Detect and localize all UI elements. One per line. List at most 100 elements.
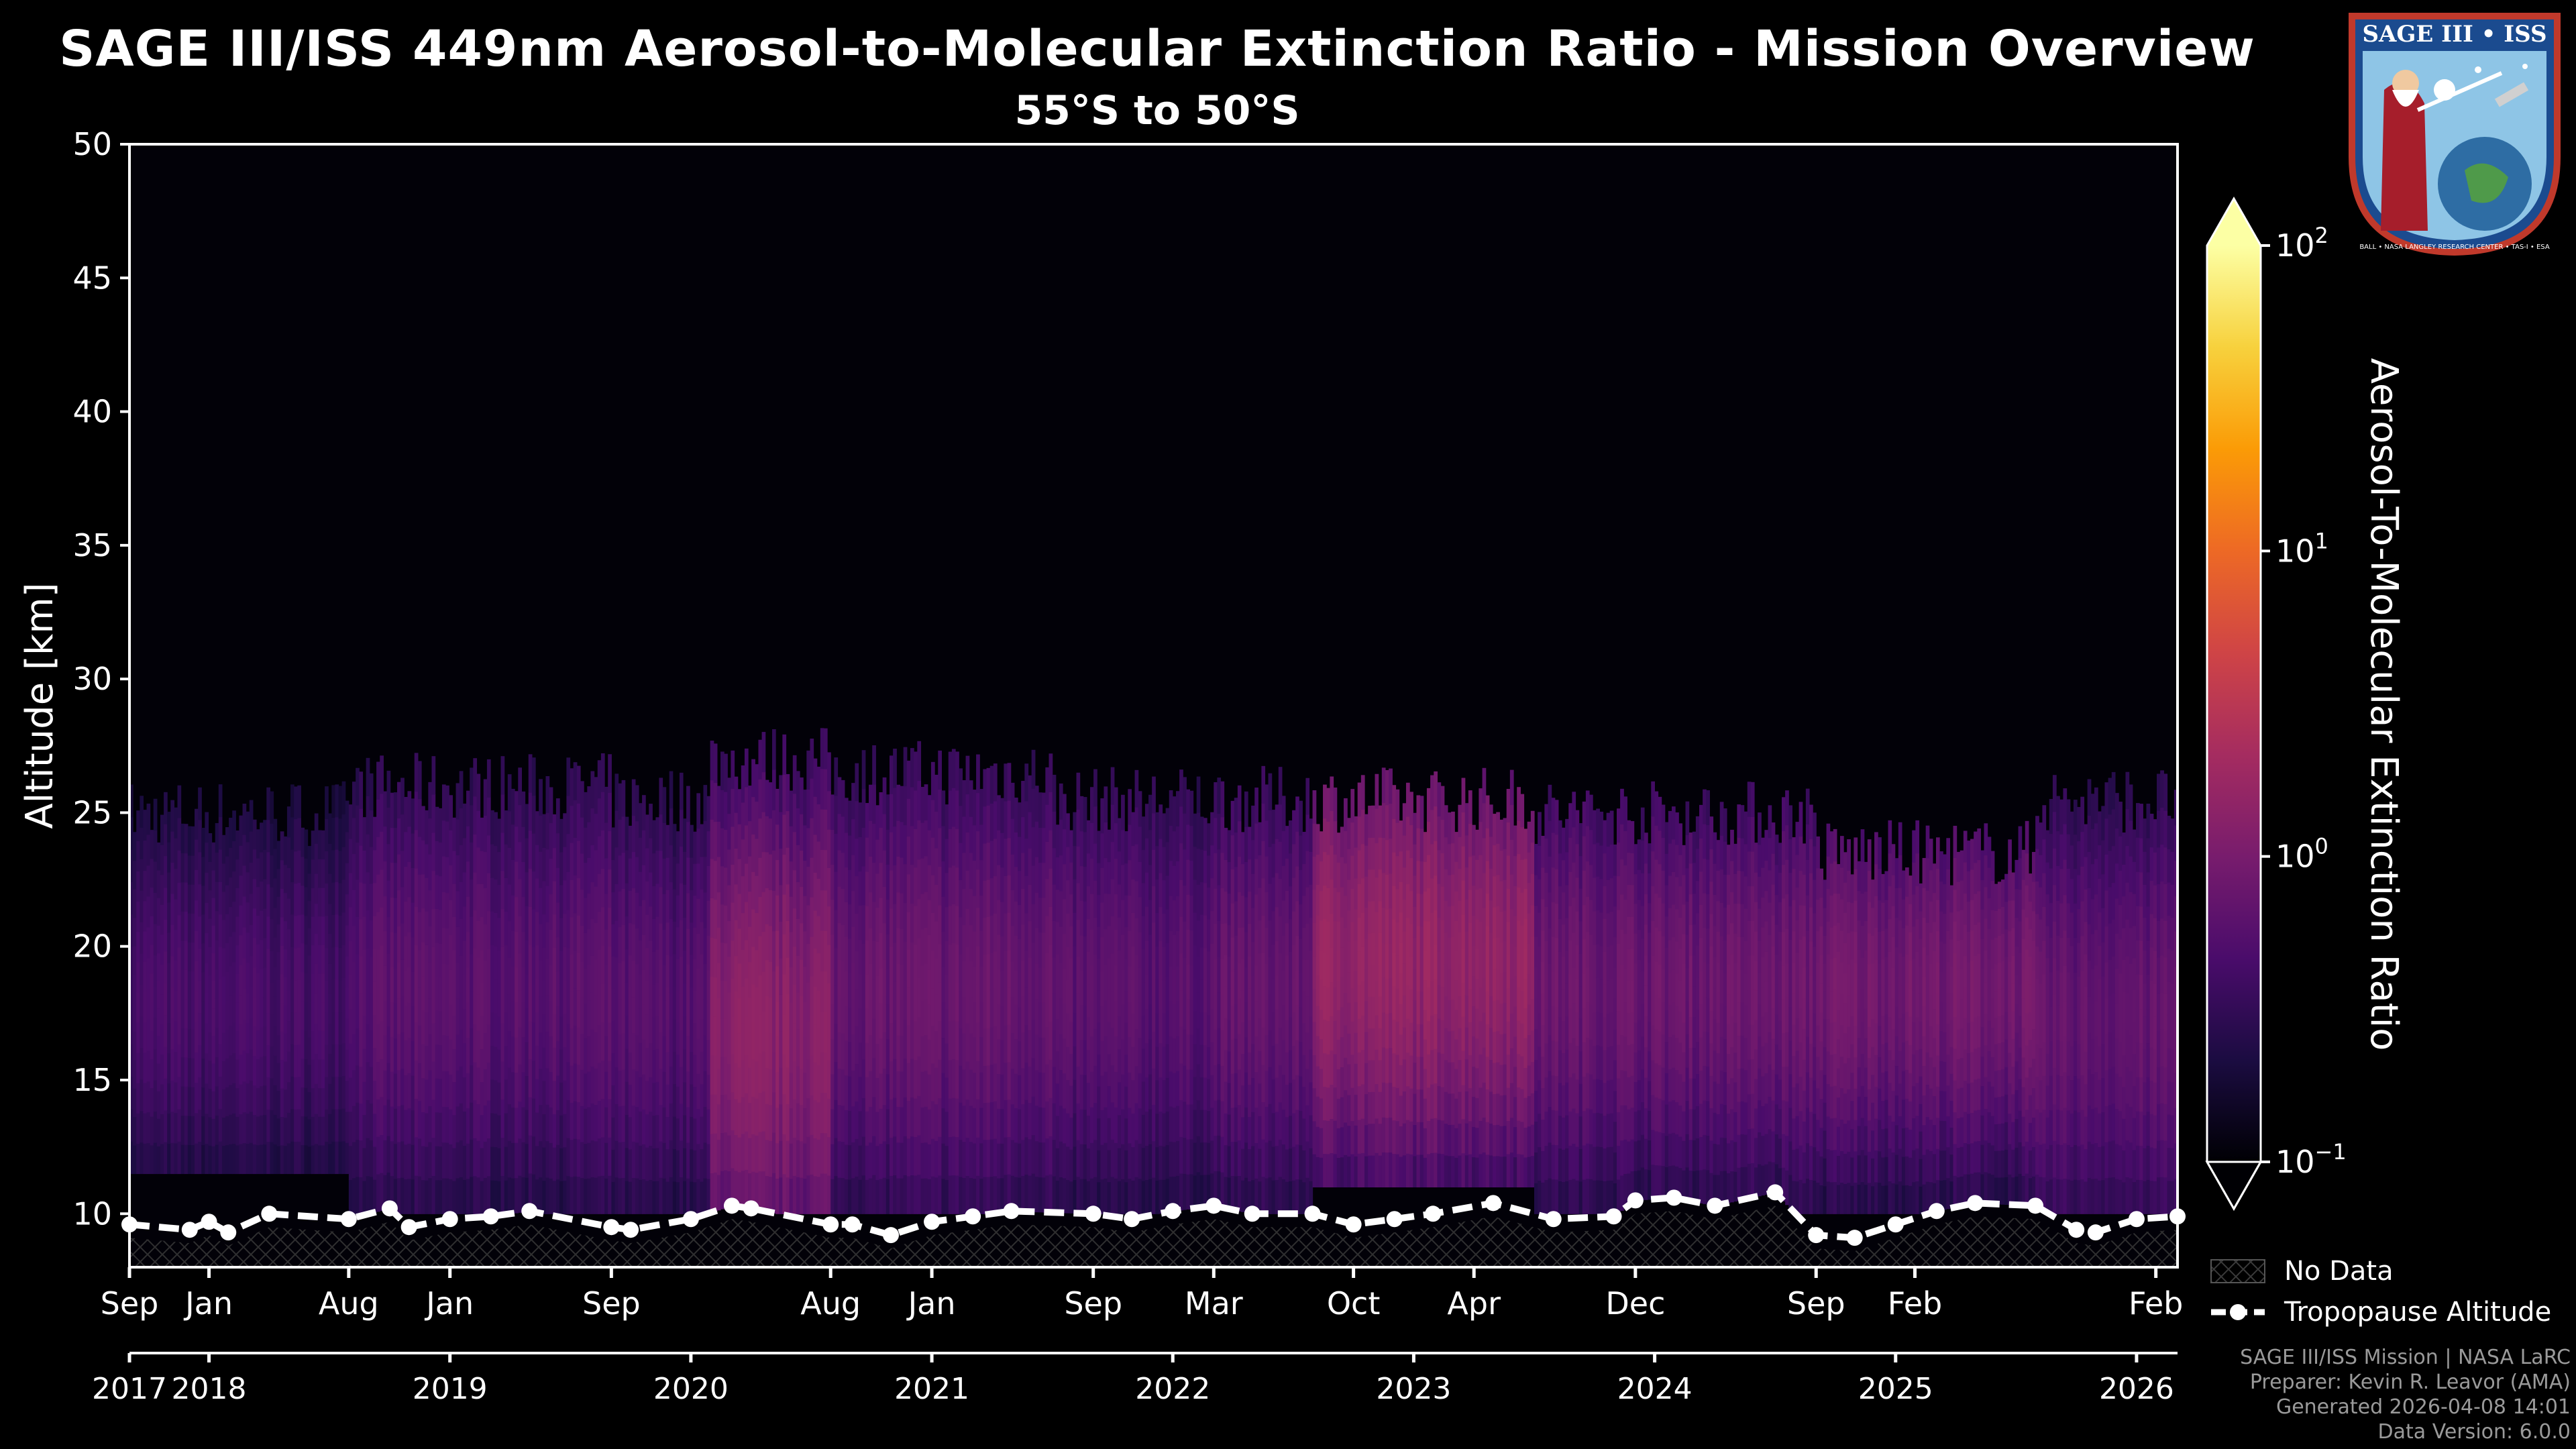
aerosol-layer <box>2035 770 2178 1214</box>
y-tick-label: 50 <box>72 126 112 162</box>
aerosol-layer <box>1816 820 2036 1214</box>
colorbar-tick-label: 10−1 <box>2275 1139 2347 1180</box>
month-tick-label: Dec <box>1605 1285 1665 1322</box>
year-tick-label: 2023 <box>1376 1372 1451 1406</box>
month-tick-label: Feb <box>1888 1285 1942 1322</box>
month-tick-label: Oct <box>1327 1285 1381 1322</box>
tropopause-point <box>181 1222 198 1238</box>
aerosol-layer <box>1534 781 1817 1214</box>
year-tick-label: 2025 <box>1858 1372 1933 1406</box>
colorbar-label: Aerosol-To-Molecular Extinction Ratio <box>2362 358 2406 1051</box>
colorbar-tick-label: 101 <box>2275 528 2328 569</box>
colorbar-extend-min <box>2205 1161 2263 1212</box>
tropopause-point <box>2068 1222 2085 1238</box>
month-tick-label: Sep <box>101 1285 159 1322</box>
tropopause-point <box>1808 1227 1825 1244</box>
tropopause-point <box>2128 1211 2145 1228</box>
tropopause-point <box>381 1200 398 1217</box>
month-tick-label: Sep <box>1064 1285 1122 1322</box>
colorbar-tick-label: 100 <box>2275 834 2328 875</box>
colorbar: 102 101 100 10−1 Aerosol-To-Molecular Extinc… <box>2205 196 2406 1212</box>
footer-generated: Generated 2026-04-08 14:01 <box>2275 1395 2571 1419</box>
tropopause-point <box>965 1208 981 1225</box>
tropopause-point <box>1666 1189 1682 1206</box>
month-tick-label: Aug <box>800 1285 861 1322</box>
legend-tropopause-marker <box>2230 1304 2246 1320</box>
month-tick-label: Sep <box>1787 1285 1845 1322</box>
year-tick-label: 2021 <box>894 1372 969 1406</box>
legend-no-data-label: No Data <box>2284 1256 2394 1287</box>
year-tick-label: 2017 <box>92 1372 167 1406</box>
tropopause-point <box>924 1214 941 1230</box>
tropopause-point <box>822 1216 839 1233</box>
aerosol-layer <box>348 753 612 1214</box>
plot-frame <box>128 143 2179 1269</box>
footer-preparer: Preparer: Kevin R. Leavor (AMA) <box>2249 1371 2571 1394</box>
month-tick-label: Apr <box>1447 1285 1501 1322</box>
tropopause-point <box>521 1203 538 1220</box>
chart-title: SAGE III/ISS 449nm Aerosol-to-Molecular … <box>59 20 2255 78</box>
tropopause-point <box>1345 1216 1362 1233</box>
legend-no-data-swatch <box>2210 1259 2265 1283</box>
tropopause-point <box>623 1222 639 1238</box>
tropopause-point <box>1003 1203 1020 1220</box>
tropopause-point <box>201 1214 217 1230</box>
tropopause-point <box>1425 1205 1442 1222</box>
footer-version: Data Version: 6.0.0 <box>2377 1420 2571 1444</box>
logo-ring-text: BALL • NASA LANGLEY RESEARCH CENTER • TA… <box>2359 244 2550 251</box>
tropopause-point <box>482 1208 499 1225</box>
tropopause-point <box>1627 1192 1644 1209</box>
y-tick-label: 15 <box>72 1062 112 1098</box>
tropopause-point <box>1767 1184 1784 1201</box>
month-tick-label: Jan <box>424 1285 474 1322</box>
aerosol-layer <box>129 781 350 1175</box>
month-tick-label: Jan <box>906 1285 956 1322</box>
tropopause-point <box>1967 1195 1984 1212</box>
tropopause-point <box>1887 1216 1904 1233</box>
month-tick-label: Mar <box>1185 1285 1243 1322</box>
tropopause-point <box>1124 1211 1140 1228</box>
aerosol-layer <box>710 728 831 1214</box>
month-tick-label: Jan <box>183 1285 233 1322</box>
tropopause-point <box>1205 1197 1222 1214</box>
tropopause-point <box>882 1227 899 1244</box>
tropopause-point <box>220 1224 237 1241</box>
legend-tropopause-label: Tropopause Altitude <box>2284 1297 2551 1328</box>
tropopause-point <box>400 1219 417 1236</box>
year-tick-label: 2022 <box>1135 1372 1210 1406</box>
tropopause-point <box>1085 1205 1102 1222</box>
tropopause-point <box>1485 1195 1501 1212</box>
tropopause-point <box>2027 1197 2044 1214</box>
chart-subtitle: 55°S to 50°S <box>1014 87 1300 134</box>
month-tick-label: Aug <box>319 1285 379 1322</box>
y-tick-label: 40 <box>72 394 112 430</box>
aerosol-layer <box>1312 767 1535 1188</box>
year-tick-label: 2026 <box>2099 1372 2174 1406</box>
year-tick-label: 2019 <box>413 1372 488 1406</box>
tropopause-point <box>844 1216 861 1233</box>
tropopause-point <box>1165 1203 1181 1220</box>
tropopause-point <box>441 1211 458 1228</box>
colorbar-tick-label: 102 <box>2275 223 2328 264</box>
y-tick-label: 10 <box>72 1195 112 1232</box>
aerosol-layer <box>830 741 1053 1214</box>
heatmap-area <box>129 144 2178 1267</box>
tropopause-point <box>1846 1230 1863 1246</box>
tropopause-point <box>1928 1203 1945 1220</box>
tropopause-point <box>743 1200 759 1217</box>
footer-mission: SAGE III/ISS Mission | NASA LaRC <box>2240 1346 2571 1369</box>
y-tick-label: 45 <box>72 260 112 296</box>
month-tick-label: Feb <box>2129 1285 2183 1322</box>
month-tick-label: Sep <box>582 1285 641 1322</box>
y-tick-label: 20 <box>72 928 112 965</box>
y-tick-label: 25 <box>72 794 112 830</box>
tropopause-point <box>1304 1205 1321 1222</box>
tropopause-point <box>603 1219 620 1236</box>
y-axis-label: Altitude [km] <box>18 582 62 828</box>
sage-logo: SAGE III • ISS BALL • NASA LANGLEY RESEA… <box>2349 13 2561 256</box>
tropopause-point <box>1244 1205 1260 1222</box>
colorbar-gradient <box>2207 246 2261 1162</box>
tropopause-point <box>1605 1208 1622 1225</box>
colorbar-extend-max <box>2207 199 2261 246</box>
